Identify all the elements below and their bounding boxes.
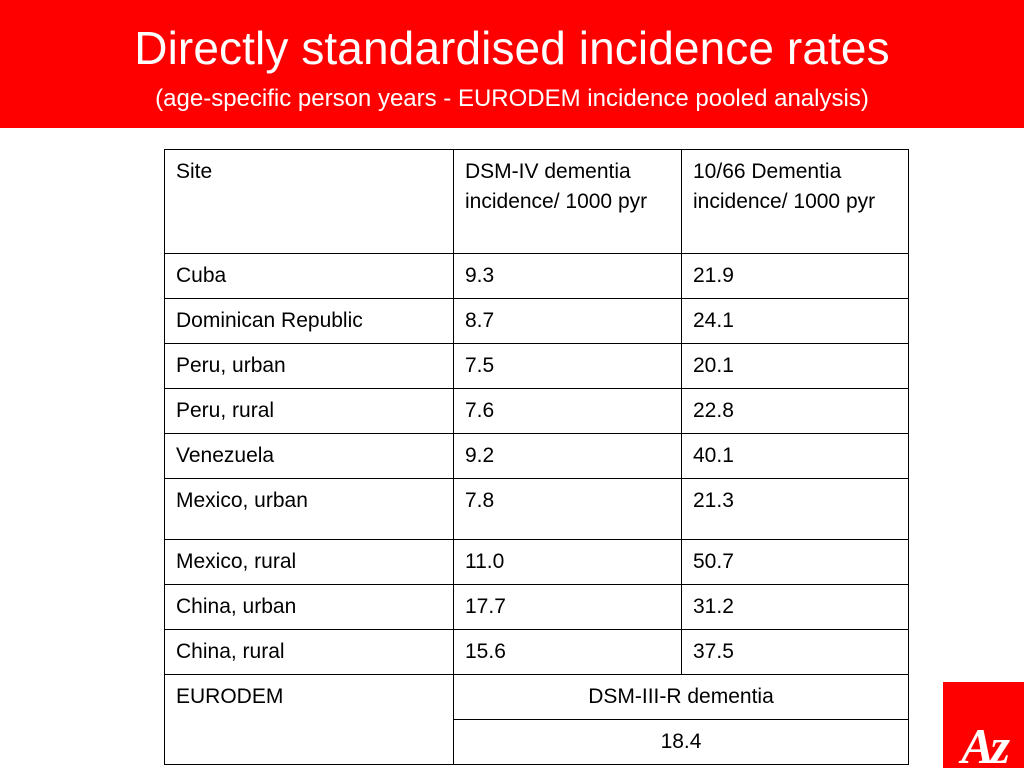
table-row: Peru, urban 7.5 20.1 — [164, 343, 909, 389]
ten-66-cell: 40.1 — [681, 433, 909, 479]
dsm-iv-cell: 15.6 — [453, 629, 682, 675]
header-site: Site — [164, 149, 454, 254]
table-row: Dominican Republic 8.7 24.1 — [164, 298, 909, 344]
eurodem-row: EURODEM DSM-III-R dementia — [164, 674, 909, 765]
site-cell: Mexico, rural — [164, 539, 454, 585]
site-cell: Cuba — [164, 253, 454, 299]
site-cell: Venezuela — [164, 433, 454, 479]
table-row: Peru, rural 7.6 22.8 — [164, 388, 909, 434]
table-row: Mexico, urban 7.8 21.3 — [164, 478, 909, 540]
table-row: Venezuela 9.2 40.1 — [164, 433, 909, 479]
ten-66-cell: 20.1 — [681, 343, 909, 389]
dsm-iv-cell: 7.5 — [453, 343, 682, 389]
az-logo: Az — [943, 682, 1024, 774]
dsm-iv-cell: 11.0 — [453, 539, 682, 585]
table-row: China, urban 17.7 31.2 — [164, 584, 909, 630]
dsm-iv-cell: 7.6 — [453, 388, 682, 434]
eurodem-criteria-cell: DSM-III-R dementia — [453, 674, 909, 720]
ten-66-cell: 22.8 — [681, 388, 909, 434]
header-dsm-iv: DSM-IV dementia incidence/ 1000 pyr — [453, 149, 682, 254]
ten-66-cell: 50.7 — [681, 539, 909, 585]
ten-66-cell: 37.5 — [681, 629, 909, 675]
table-header-row: Site DSM-IV dementia incidence/ 1000 pyr… — [164, 149, 909, 254]
site-cell: China, rural — [164, 629, 454, 675]
ten-66-cell: 24.1 — [681, 298, 909, 344]
title-banner: Directly standardised incidence rates (a… — [0, 0, 1024, 128]
site-cell: Dominican Republic — [164, 298, 454, 344]
incidence-table: Site DSM-IV dementia incidence/ 1000 pyr… — [164, 149, 909, 765]
ten-66-cell: 31.2 — [681, 584, 909, 630]
ten-66-cell: 21.3 — [681, 478, 909, 540]
slide-title: Directly standardised incidence rates — [134, 22, 890, 74]
table-row: Mexico, rural 11.0 50.7 — [164, 539, 909, 585]
dsm-iv-cell: 7.8 — [453, 478, 682, 540]
table-row: Cuba 9.3 21.9 — [164, 253, 909, 299]
slide-subtitle: (age-specific person years - EURODEM inc… — [155, 85, 869, 112]
ten-66-cell: 21.9 — [681, 253, 909, 299]
site-cell: Peru, urban — [164, 343, 454, 389]
eurodem-value-cell: 18.4 — [453, 719, 909, 765]
dsm-iv-cell: 8.7 — [453, 298, 682, 344]
az-logo-letters: Az — [961, 718, 1010, 774]
table-row: China, rural 15.6 37.5 — [164, 629, 909, 675]
header-10-66: 10/66 Dementia incidence/ 1000 pyr — [681, 149, 909, 254]
site-cell: Peru, rural — [164, 388, 454, 434]
site-cell: China, urban — [164, 584, 454, 630]
dsm-iv-cell: 9.3 — [453, 253, 682, 299]
dsm-iv-cell: 17.7 — [453, 584, 682, 630]
eurodem-site-cell: EURODEM — [164, 674, 454, 765]
site-cell: Mexico, urban — [164, 478, 454, 540]
eurodem-value-row: 18.4 — [165, 719, 909, 765]
dsm-iv-cell: 9.2 — [453, 433, 682, 479]
